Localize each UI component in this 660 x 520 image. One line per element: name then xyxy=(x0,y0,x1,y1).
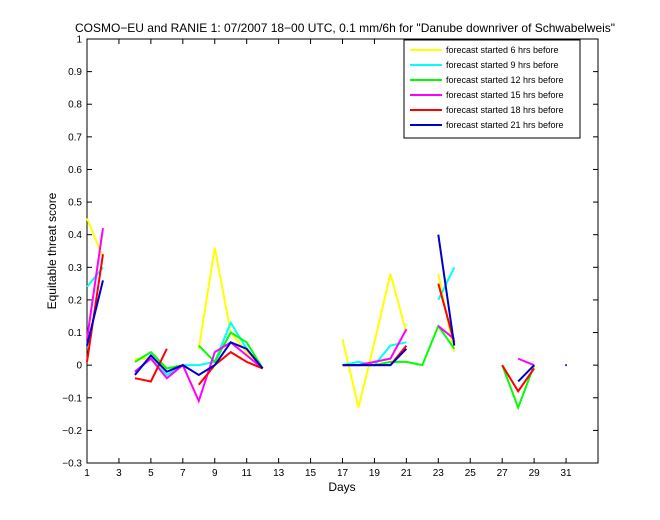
legend-entry: forecast started 9 hrs before xyxy=(446,60,559,70)
x-tick-label: 25 xyxy=(465,468,477,479)
series-segment xyxy=(86,228,104,340)
x-tick-label: 19 xyxy=(369,468,381,479)
series-segment xyxy=(198,331,264,369)
x-tick-label: 15 xyxy=(305,468,317,479)
x-tick-label: 1 xyxy=(84,468,90,479)
y-tick-label: 1 xyxy=(76,35,82,46)
y-tick-label: 0.9 xyxy=(68,67,82,78)
ticks-layer: 1 3 5 7 9 11 13 15 17 19 21 23 25 27 29 31−0.3−0.2−0.10… xyxy=(62,35,598,479)
x-tick-label: 17 xyxy=(337,468,349,479)
series-segment xyxy=(437,325,455,340)
x-tick-label: 11 xyxy=(241,468,252,479)
legend-entry: forecast started 18 hrs before xyxy=(446,105,564,115)
y-tick-label: 0.3 xyxy=(68,263,82,274)
series-segment xyxy=(198,350,264,386)
series-segment xyxy=(437,234,456,346)
series-segment xyxy=(134,341,264,404)
series-segment xyxy=(342,348,408,367)
x-tick-label: 9 xyxy=(212,468,218,479)
y-tick-label: −0.3 xyxy=(62,459,82,470)
chart-title: COSMO−EU and RANIE 1: 07/2007 18−00 UTC,… xyxy=(75,21,615,35)
x-tick-label: 13 xyxy=(273,468,285,479)
legend-entry: forecast started 21 hrs before xyxy=(446,120,564,130)
series-segment xyxy=(134,350,184,370)
series-line xyxy=(86,234,567,383)
series-segment xyxy=(501,364,535,394)
y-tick-label: 0.1 xyxy=(68,328,82,339)
y-tick-label: 0.8 xyxy=(68,100,82,111)
y-tick-label: −0.1 xyxy=(62,393,82,404)
y-tick-label: 0.2 xyxy=(68,295,82,306)
series-segment xyxy=(134,348,168,383)
series-layer xyxy=(86,218,567,411)
y-tick-label: 0 xyxy=(76,361,82,372)
x-tick-label: 7 xyxy=(180,468,186,479)
y-tick-label: 0.6 xyxy=(68,165,82,176)
legend-box xyxy=(403,39,581,139)
series-segment xyxy=(134,341,264,377)
series-segment xyxy=(517,364,535,383)
x-tick-label: 29 xyxy=(529,468,541,479)
series-segment xyxy=(86,280,104,346)
series-segment xyxy=(501,364,536,411)
series-line xyxy=(86,228,535,404)
y-tick-label: 0.7 xyxy=(68,132,82,143)
legend-entry: forecast started 15 hrs before xyxy=(446,90,564,100)
x-tick-label: 5 xyxy=(148,468,154,479)
series-segment xyxy=(341,273,408,408)
y-axis-label: Equitable threat score xyxy=(45,192,59,309)
x-axis-label: Days xyxy=(328,480,355,494)
x-tick-label: 3 xyxy=(116,468,122,479)
y-tick-label: −0.2 xyxy=(62,426,82,437)
series-segment xyxy=(517,357,535,367)
y-tick-label: 0.5 xyxy=(68,198,82,209)
series-line xyxy=(134,323,536,411)
x-tick-label: 21 xyxy=(401,468,413,479)
x-tick-label: 31 xyxy=(561,468,573,479)
legend-entry: forecast started 12 hrs before xyxy=(446,75,564,85)
y-tick-label: 0.4 xyxy=(68,230,82,241)
series-segment xyxy=(86,254,104,363)
x-tick-label: 27 xyxy=(497,468,509,479)
x-tick-label: 23 xyxy=(433,468,445,479)
legend-entry: forecast started 6 hrs before xyxy=(446,45,559,55)
legend: forecast started 6 hrs before forecast st… xyxy=(403,39,581,139)
